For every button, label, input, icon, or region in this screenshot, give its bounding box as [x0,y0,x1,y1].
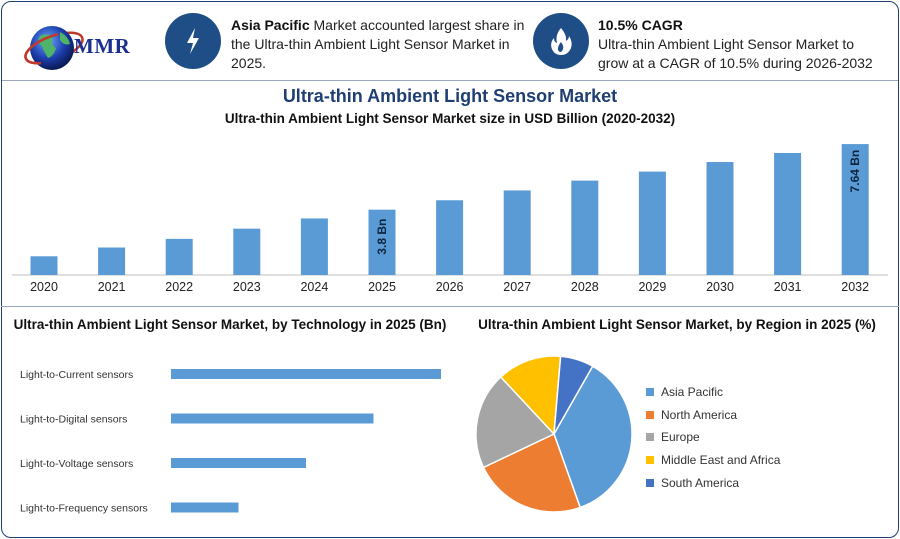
section-divider [1,306,899,307]
highlight-asia-pacific: Asia Pacific Market accounted largest sh… [231,16,526,73]
legend-swatch [646,478,654,487]
legend-item: Asia Pacific [646,381,780,404]
legend-swatch [646,410,654,419]
hbar-1 [171,413,374,424]
legend-label: Asia Pacific [661,385,724,400]
category-label: Light-to-Frequency sensors [20,503,148,515]
hbar-0 [171,369,441,379]
bar-chart-title: Ultra-thin Ambient Light Sensor Market s… [224,111,676,126]
legend-label: South America [661,475,740,490]
pie-slice-1 [482,432,582,513]
technology-bar-chart: Light-to-Current sensors Light-to-Digital… [20,369,441,515]
legend-swatch [646,433,654,442]
x-tick-label: 2029 [638,280,666,294]
bar-2026 [436,200,464,275]
bar-2024 [300,218,328,275]
x-tick-label: 2024 [300,280,328,294]
fire-icon [533,13,589,69]
hbar-3 [171,502,239,513]
cagr-text: Ultra-thin Ambient Light Sensor Market t… [598,36,873,71]
header-divider [2,80,898,81]
legend-label: Middle East and Africa [661,453,781,468]
legend-item: South America [646,471,780,494]
bar-2031 [774,152,802,275]
x-tick-label: 2031 [774,280,802,294]
legend-item: North America [646,404,780,427]
market-size-bar-chart: 2020 2021 2022 2023 2024 2025 3.8 Bn 2026 2027 20… [12,144,888,294]
data-label: 3.8 Bn [375,219,389,255]
x-tick-label: 2020 [30,280,58,294]
region-legend: Asia Pacific North America Europe Middle Ea… [646,381,780,494]
lightning-icon [165,13,221,69]
x-tick-label: 2032 [841,280,869,294]
x-tick-label: 2026 [436,280,464,294]
category-label: Light-to-Digital sensors [20,414,127,426]
x-tick-label: 2022 [165,280,193,294]
pie-slice-3 [499,355,562,436]
highlight-text: Market accounted largest share in the Ul… [231,17,525,71]
region-pie-chart [475,355,633,513]
pie-slice-2 [475,375,556,469]
bar-2030 [706,162,734,275]
globe-icon [24,26,84,70]
bar-2029 [638,171,666,275]
legend-label: Europe [661,430,700,445]
data-label: 7.64 Bn [848,150,862,193]
region-chart-title: Ultra-thin Ambient Light Sensor Market, … [478,317,876,332]
category-label: Light-to-Voltage sensors [20,458,133,470]
category-label: Light-to-Current sensors [20,369,133,381]
bar-2025 [368,209,396,275]
bar-2020 [30,256,58,275]
x-tick-label: 2023 [233,280,261,294]
x-tick-label: 2028 [571,280,599,294]
bar-2022 [165,238,193,275]
bar-2027 [503,190,531,275]
highlight-bold-region: Asia Pacific [231,17,310,33]
legend-item: Middle East and Africa [646,449,780,472]
hbar-2 [171,458,306,468]
cagr-heading: 10.5% CAGR [598,17,683,33]
logo-text: MMR [74,34,131,58]
x-tick-label: 2030 [706,280,734,294]
bar-2028 [571,180,599,275]
legend-swatch [646,456,654,465]
pie-slice-4 [553,355,594,435]
x-tick-label: 2021 [98,280,126,294]
x-tick-label: 2025 [368,280,396,294]
bar-2021 [98,247,126,275]
bar-2032 [841,144,869,275]
pie-slice-0 [553,365,633,509]
main-title: Ultra-thin Ambient Light Sensor Market [282,86,618,106]
bar-2023 [233,228,261,275]
mmr-logo [20,18,138,78]
x-tick-label: 2027 [503,280,531,294]
legend-label: North America [661,407,738,422]
legend-item: Europe [646,426,780,449]
technology-chart-title: Ultra-thin Ambient Light Sensor Market, … [13,317,447,332]
legend-swatch [646,388,654,397]
